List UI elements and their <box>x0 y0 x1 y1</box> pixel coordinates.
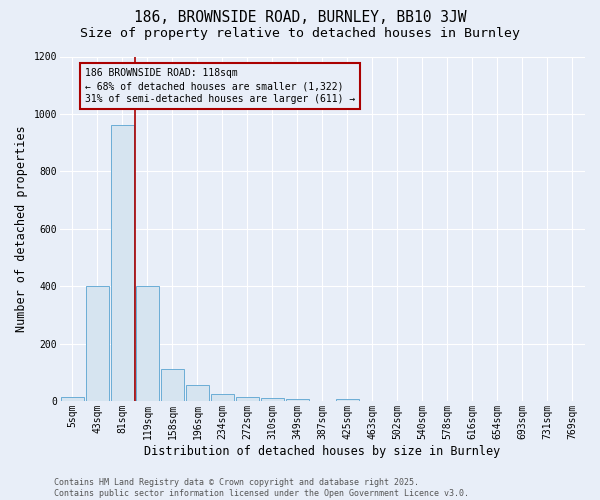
X-axis label: Distribution of detached houses by size in Burnley: Distribution of detached houses by size … <box>144 444 500 458</box>
Bar <box>261 398 284 401</box>
Bar <box>61 396 83 401</box>
Bar <box>161 370 184 401</box>
Bar <box>286 400 308 401</box>
Text: 186, BROWNSIDE ROAD, BURNLEY, BB10 3JW: 186, BROWNSIDE ROAD, BURNLEY, BB10 3JW <box>134 10 466 25</box>
Bar <box>136 286 158 401</box>
Bar <box>211 394 233 401</box>
Bar <box>186 385 209 401</box>
Bar <box>336 400 359 401</box>
Text: Size of property relative to detached houses in Burnley: Size of property relative to detached ho… <box>80 28 520 40</box>
Bar <box>86 286 109 401</box>
Text: 186 BROWNSIDE ROAD: 118sqm
← 68% of detached houses are smaller (1,322)
31% of s: 186 BROWNSIDE ROAD: 118sqm ← 68% of deta… <box>85 68 356 104</box>
Bar <box>236 396 259 401</box>
Y-axis label: Number of detached properties: Number of detached properties <box>15 126 28 332</box>
Text: Contains HM Land Registry data © Crown copyright and database right 2025.
Contai: Contains HM Land Registry data © Crown c… <box>54 478 469 498</box>
Bar <box>111 126 134 401</box>
